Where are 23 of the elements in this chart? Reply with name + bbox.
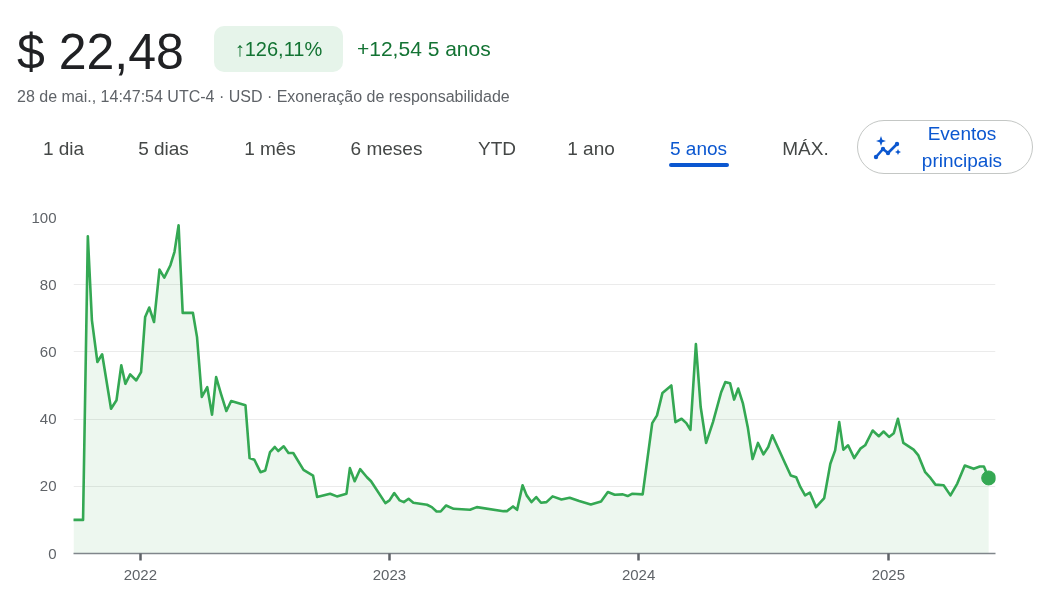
x-tick-label: 2024 [621, 565, 656, 583]
text: 5 dias [138, 137, 189, 159]
y-tick-label: 0 [48, 544, 57, 562]
chart-subtitle: 28 de mai., 14:47:54 UTC-4 · USD · Exoneração de responsabilidade [17, 88, 510, 105]
x-tick-label: 2025 [871, 565, 906, 583]
y-tick-label: 20 [39, 477, 57, 495]
text: 1 mês [244, 137, 296, 159]
chart-title: $ 22,48 [17, 24, 184, 80]
text: 5 anos [669, 137, 728, 159]
y-tick-label: 40 [39, 410, 57, 428]
y-tick-label: 60 [39, 342, 57, 360]
text: ↑126,11% [234, 37, 323, 60]
text: +12,54 5 anos [357, 37, 491, 60]
text: 6 meses [350, 137, 423, 159]
text: 1 dia [42, 137, 85, 159]
text: Eventos principais [921, 122, 1003, 171]
text: YTD [478, 137, 516, 159]
y-tick-label: 80 [39, 275, 57, 293]
y-tick-label: 100 [31, 208, 57, 226]
x-tick-label: 2023 [372, 565, 407, 583]
x-tick-label: 2022 [123, 565, 158, 583]
text: 1 ano [567, 137, 615, 159]
text: MÁX. [782, 137, 829, 159]
